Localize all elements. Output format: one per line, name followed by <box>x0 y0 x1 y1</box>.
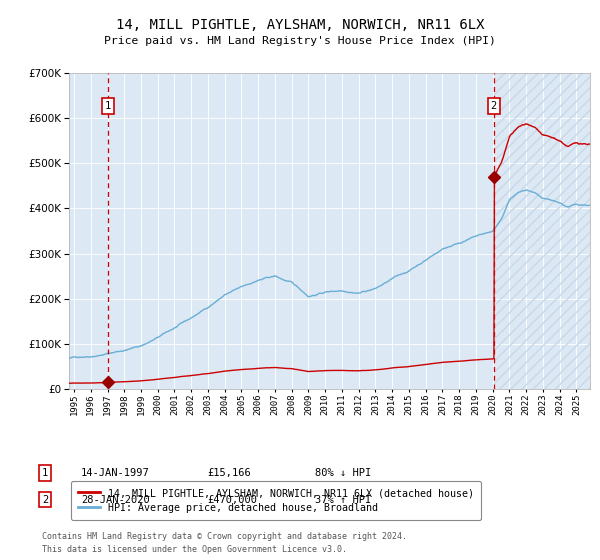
Text: Contains HM Land Registry data © Crown copyright and database right 2024.
This d: Contains HM Land Registry data © Crown c… <box>42 533 407 554</box>
Text: 14-JAN-1997: 14-JAN-1997 <box>81 468 150 478</box>
Text: 2: 2 <box>42 494 48 505</box>
Text: £470,000: £470,000 <box>207 494 257 505</box>
Legend: 14, MILL PIGHTLE, AYLSHAM, NORWICH, NR11 6LX (detached house), HPI: Average pric: 14, MILL PIGHTLE, AYLSHAM, NORWICH, NR11… <box>71 481 481 520</box>
Text: 28-JAN-2020: 28-JAN-2020 <box>81 494 150 505</box>
Text: 1: 1 <box>42 468 48 478</box>
Text: 1: 1 <box>105 101 112 111</box>
Text: Price paid vs. HM Land Registry's House Price Index (HPI): Price paid vs. HM Land Registry's House … <box>104 36 496 46</box>
Text: 14, MILL PIGHTLE, AYLSHAM, NORWICH, NR11 6LX: 14, MILL PIGHTLE, AYLSHAM, NORWICH, NR11… <box>116 18 484 32</box>
Text: 80% ↓ HPI: 80% ↓ HPI <box>315 468 371 478</box>
Text: 2: 2 <box>491 101 497 111</box>
Text: £15,166: £15,166 <box>207 468 251 478</box>
Text: 37% ↑ HPI: 37% ↑ HPI <box>315 494 371 505</box>
